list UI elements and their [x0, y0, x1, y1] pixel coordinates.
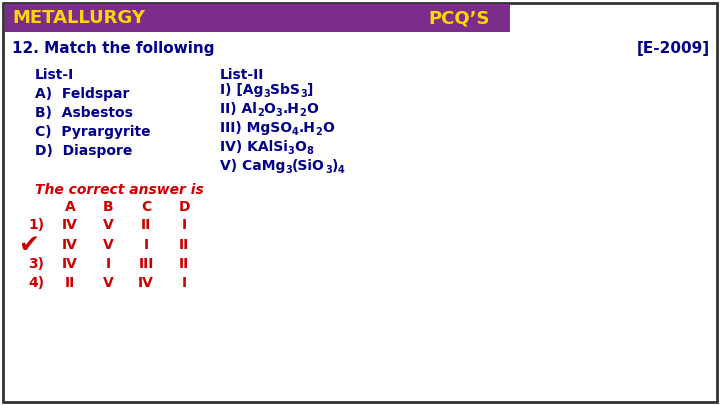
Text: O: O [323, 121, 334, 135]
Text: 3: 3 [285, 165, 292, 175]
Text: I: I [181, 218, 186, 232]
Text: 3: 3 [276, 108, 282, 118]
Text: ]: ] [307, 83, 313, 97]
Text: 3: 3 [288, 146, 294, 156]
Text: II: II [179, 257, 189, 271]
Text: IV) KAlSi: IV) KAlSi [220, 140, 288, 154]
Text: 3: 3 [325, 165, 332, 175]
Text: PCQ’S: PCQ’S [428, 9, 490, 27]
Text: 4): 4) [28, 276, 44, 290]
Text: B: B [103, 200, 113, 214]
Text: (SiO: (SiO [292, 159, 325, 173]
Text: O: O [294, 140, 307, 154]
Text: ✔: ✔ [18, 233, 39, 257]
Bar [5, 4, 510, 32]
Text: IV: IV [62, 218, 78, 232]
Text: List-II: List-II [220, 68, 264, 82]
Text: 8: 8 [307, 146, 313, 156]
Text: V: V [103, 218, 113, 232]
Text: IV: IV [62, 257, 78, 271]
Text: 4: 4 [338, 165, 345, 175]
Text: IV: IV [62, 238, 78, 252]
Text: II: II [141, 218, 151, 232]
Text: C: C [141, 200, 151, 214]
Text: The correct answer is: The correct answer is [35, 183, 204, 197]
Text: V) CaMg: V) CaMg [220, 159, 285, 173]
Text: [E-2009]: [E-2009] [637, 40, 710, 55]
Text: 4: 4 [292, 127, 299, 137]
Text: I: I [105, 257, 111, 271]
Text: O: O [264, 102, 276, 116]
Text: 1): 1) [28, 218, 44, 232]
Text: O: O [306, 102, 318, 116]
Text: 12. Match the following: 12. Match the following [12, 40, 215, 55]
Text: I: I [143, 238, 148, 252]
Text: IV: IV [138, 276, 154, 290]
Text: II: II [65, 276, 75, 290]
Text: III) MgSO: III) MgSO [220, 121, 292, 135]
Text: III: III [138, 257, 153, 271]
Text: 3: 3 [264, 89, 270, 99]
Text: List-I: List-I [35, 68, 74, 82]
Text: V: V [103, 238, 113, 252]
Text: II: II [179, 238, 189, 252]
Text: 2: 2 [299, 108, 306, 118]
Text: I: I [181, 276, 186, 290]
Text: B)  Asbestos: B) Asbestos [35, 106, 133, 120]
Text: SbS: SbS [270, 83, 300, 97]
Text: METALLURGY: METALLURGY [12, 9, 145, 27]
Text: .H: .H [299, 121, 316, 135]
Text: 2: 2 [257, 108, 264, 118]
Text: I) [Ag: I) [Ag [220, 83, 264, 97]
Text: C)  Pyrargyrite: C) Pyrargyrite [35, 125, 150, 139]
Text: A)  Feldspar: A) Feldspar [35, 87, 130, 101]
Text: ): ) [332, 159, 338, 173]
Text: 3): 3) [28, 257, 44, 271]
Text: V: V [103, 276, 113, 290]
Text: D: D [179, 200, 190, 214]
Text: II) Al: II) Al [220, 102, 257, 116]
Text: 3: 3 [300, 89, 307, 99]
Text: D)  Diaspore: D) Diaspore [35, 144, 132, 158]
Text: A: A [65, 200, 76, 214]
Text: .H: .H [282, 102, 299, 116]
Text: 2: 2 [316, 127, 323, 137]
